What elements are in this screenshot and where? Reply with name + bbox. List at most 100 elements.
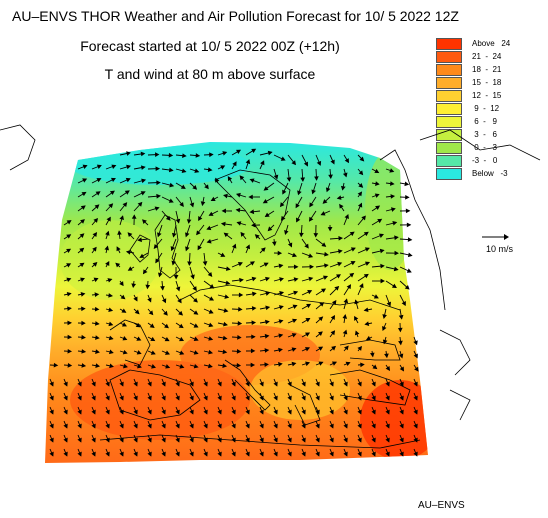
wind-arrow-head [91,423,96,429]
wind-arrow-head [305,332,311,337]
wind-arrow-head [193,336,199,342]
wind-arrow-head [248,194,253,200]
wind-arrow-head [314,176,319,181]
wind-arrow-head [399,381,404,387]
legend-swatch [436,51,462,63]
wind-arrow-head [264,348,270,353]
wind-arrow-head [354,330,360,336]
wind-arrow-head [122,202,128,208]
wind-arrow-head [301,423,306,429]
wind-arrow-head [169,182,175,188]
wind-arrow-head [371,423,376,429]
wind-arrow-head [327,227,333,232]
wind-arrow-head [357,423,362,429]
wind-arrow-head [165,364,171,369]
wind-arrow-head [178,310,184,316]
wind-arrow-head [141,178,147,184]
wind-arrow-head [137,363,142,369]
wind-arrow-head [322,199,328,204]
wind-arrow-head [137,237,142,243]
wind-arrow-head [340,185,346,191]
wind-arrow-head [105,395,110,401]
wind-arrow-head [398,340,403,346]
wind-arrow-head [147,297,152,303]
wind-arrow-head [94,306,100,312]
wind-arrow-head [245,437,250,443]
wind-arrow-head [222,363,228,368]
wind-arrow-head [284,230,289,236]
wind-arrow-head [91,451,96,457]
wind-arrow-head [189,409,194,415]
wind-arrow-head [168,152,174,158]
wind-arrow-head [286,177,292,182]
wind-arrow-head [265,305,271,311]
wind-arrow-head [379,233,384,238]
wind-arrow-head [66,291,72,297]
wind-arrow-head [259,437,264,443]
wind-arrow-head [264,333,270,339]
wind-arrow-head [91,395,96,401]
wind-arrow-head [94,204,100,210]
wind-arrow-head [49,423,54,429]
wind-arrow-head [217,395,222,401]
wind-arrow-head [344,345,349,351]
wind-arrow-head [203,395,208,401]
wind-arrow-head [251,276,257,282]
wind-arrow-head [115,262,121,268]
wind-arrow-head [221,208,226,214]
wind-arrow-head [105,381,110,387]
wind-arrow-head [291,333,297,338]
wind-arrow-head [49,395,54,401]
wind-arrow-head [375,205,381,210]
wind-arrow-head [147,381,152,387]
coastline [224,359,271,411]
wind-arrow-head [161,395,166,401]
wind-arrow-head [320,288,327,293]
wind-arrow-head [122,349,128,355]
wind-arrow-head [107,278,113,283]
wind-arrow-head [315,451,320,457]
wind-arrow-head [227,176,233,182]
wind-arrow-head [49,437,54,443]
wind-arrow-head [182,153,187,159]
wind-arrow-head [209,152,214,158]
wind-scale-label: 10 m/s [486,244,514,254]
wind-arrow-head [385,366,391,372]
wind-arrow-head [208,211,214,216]
wind-arrow-head [156,193,161,199]
wind-arrow-head [364,321,370,326]
wind-arrow-head [231,395,236,401]
wind-arrow-head [240,231,246,237]
wind-arrow-head [273,174,279,180]
wind-arrow-head [77,381,82,387]
wind-arrow-head [318,316,324,322]
wind-arrow-head [372,364,378,370]
wind-arrow-head [238,292,244,298]
wind-arrow-head [126,164,132,170]
wind-arrow-head [360,362,365,368]
wind-arrow-head [231,243,237,249]
coastline [179,284,401,311]
wind-arrow-head [91,409,96,415]
wind-arrow-head [63,451,68,457]
wind-arrow-head [342,172,348,178]
wind-arrow-head [236,221,242,226]
wind-arrow-head [235,192,241,198]
wind-arrow-head [315,409,320,415]
wind-arrow-head [245,159,251,165]
wind-arrow-head [173,275,179,280]
wind-arrow-head [358,183,364,188]
wind-arrow-head [399,395,404,401]
legend-label: 18 - 21 [472,65,502,74]
wind-arrow-head [147,395,152,401]
wind-arrow-head [308,216,314,222]
wind-arrow-head [293,264,299,270]
wind-arrow-head [208,309,214,314]
wind-arrow-head [309,264,314,270]
wind-arrow-head [217,423,222,429]
wind-arrow-head [357,381,362,387]
wind-arrow-head [374,168,380,174]
wind-arrow-head [193,310,199,315]
wind-arrow-head [359,283,364,289]
wind-arrow-head [273,423,278,429]
